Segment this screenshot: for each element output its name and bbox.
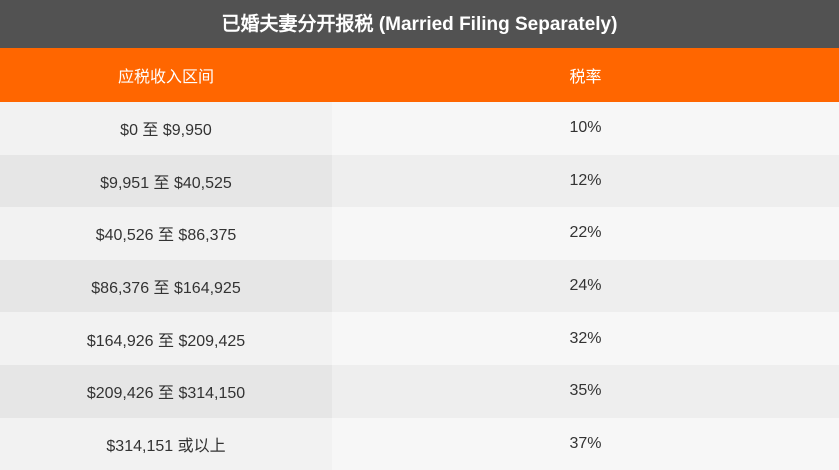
income-range-cell: $314,151 或以上 [0, 417, 332, 470]
table-row: $209,426 至 $314,150 35% [0, 364, 839, 418]
income-range-cell: $40,526 至 $86,375 [0, 207, 332, 260]
income-range-cell: $9,951 至 $40,525 [0, 154, 332, 208]
income-range-cell: $0 至 $9,950 [0, 102, 332, 155]
tax-rate-cell: 22% [332, 207, 839, 260]
table-row: $164,926 至 $209,425 32% [0, 312, 839, 365]
table-body: $0 至 $9,950 10% $9,951 至 $40,525 12% $40… [0, 102, 839, 470]
tax-rate-cell: 37% [332, 417, 839, 470]
header-income-range: 应税收入区间 [117, 69, 214, 86]
income-range-cell: $164,926 至 $209,425 [0, 312, 332, 365]
table-row: $86,376 至 $164,925 24% [0, 259, 839, 313]
tax-rate-cell: 12% [332, 154, 839, 208]
tax-rate-cell: 32% [332, 312, 839, 365]
tax-rate-cell: 24% [332, 259, 839, 313]
income-range-cell: $86,376 至 $164,925 [0, 259, 332, 313]
table-row: $0 至 $9,950 10% [0, 102, 839, 155]
table-row: $9,951 至 $40,525 12% [0, 154, 839, 208]
income-range-cell: $209,426 至 $314,150 [0, 364, 332, 418]
table-row: $40,526 至 $86,375 22% [0, 207, 839, 260]
table-header-row: 应税收入区间 税率 [0, 48, 839, 102]
table-row: $314,151 或以上 37% [0, 417, 839, 470]
tax-rate-cell: 10% [332, 102, 839, 155]
table-title: 已婚夫妻分开报税 (Married Filing Separately) [0, 0, 839, 48]
tax-rate-cell: 35% [332, 364, 839, 418]
header-tax-rate: 税率 [569, 69, 602, 86]
